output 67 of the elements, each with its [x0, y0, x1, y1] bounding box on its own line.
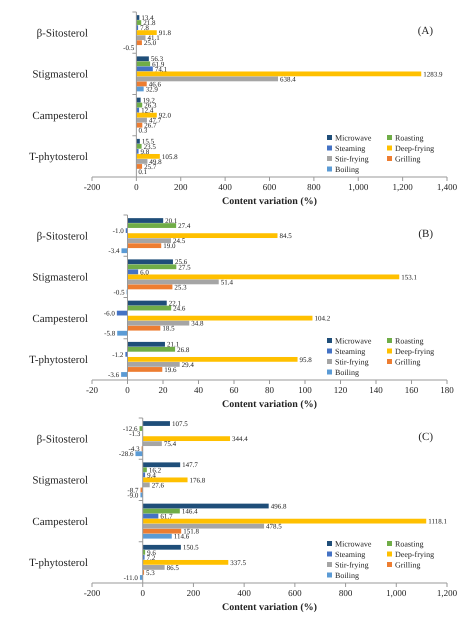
legend-label: Microwave	[335, 539, 372, 548]
y-tick-label: Campesterol	[32, 516, 88, 528]
x-tick-label: 80	[265, 385, 274, 395]
legend-label: Microwave	[335, 133, 372, 142]
x-tick-label: 800	[338, 588, 353, 598]
legend-label: Steaming	[335, 346, 366, 356]
legend-label: Boiling	[335, 164, 360, 174]
legend-label: Boiling	[335, 368, 360, 377]
x-tick-label: 1,000	[348, 182, 369, 192]
x-tick-label: 180	[440, 385, 454, 395]
x-tick-label: 400	[237, 588, 252, 598]
legend-label: Stir-frying	[335, 560, 369, 570]
y-tick-label: Stigmasterol	[32, 474, 88, 487]
text: (C)	[418, 431, 434, 443]
legend-label: Roasting	[395, 539, 424, 548]
legend-label: Steaming	[335, 550, 366, 559]
legend-label: Roasting	[395, 133, 424, 142]
y-tick-label: Campesterol	[32, 110, 88, 122]
x-tick-label: -20	[86, 385, 98, 395]
x-tick-label: 0	[134, 182, 140, 192]
x-tick-label: 160	[404, 385, 419, 395]
x-tick-label: -200	[84, 182, 101, 192]
x-tick-label: 1,000	[386, 588, 407, 598]
x-axis-title: Content variation (%)	[222, 196, 317, 207]
x-tick-label: 1,200	[392, 182, 414, 192]
legend-label: Deep-frying	[395, 550, 434, 559]
legend-label: Steaming	[335, 144, 366, 153]
y-tick-label: T-phytosterol	[29, 557, 88, 570]
x-tick-label: 400	[218, 182, 232, 192]
x-tick-label: 120	[334, 385, 348, 395]
y-tick-label: Stigmasterol	[32, 68, 88, 81]
x-axis-title: Content variation (%)	[222, 399, 317, 410]
legend-label: Grilling	[395, 357, 420, 366]
text: (A)	[418, 25, 434, 37]
y-tick-label: Stigmasterol	[32, 272, 88, 284]
x-tick-label: 1,400	[436, 182, 458, 192]
x-tick-label: 140	[369, 385, 384, 395]
y-tick-label: β-Sitosterol	[36, 27, 88, 40]
legend-label: Roasting	[395, 336, 424, 346]
legend-label: Stir-frying	[335, 154, 369, 164]
x-tick-label: 60	[230, 385, 239, 395]
x-axis-title: Content variation (%)	[222, 602, 317, 613]
x-tick-label: 600	[262, 182, 277, 192]
x-tick-label: 40	[194, 385, 204, 395]
y-tick-label: β-Sitosterol	[36, 230, 88, 242]
text: (B)	[418, 228, 434, 240]
y-tick-label: β-Sitosterol	[36, 433, 88, 446]
x-tick-label: 20	[158, 385, 168, 395]
y-tick-label: Campesterol	[32, 312, 88, 325]
x-tick-label: 200	[186, 588, 201, 598]
y-tick-label: T-phytosterol	[29, 151, 88, 164]
legend-label: Microwave	[335, 336, 372, 346]
x-tick-label: 800	[307, 182, 322, 192]
x-tick-label: 1,200	[436, 588, 458, 598]
legend-label: Deep-frying	[395, 144, 434, 153]
legend-label: Stir-frying	[335, 357, 369, 366]
x-tick-label: -200	[84, 588, 101, 598]
x-tick-label: 0	[140, 588, 146, 598]
x-tick-label: 200	[174, 182, 188, 192]
x-tick-label: 100	[298, 385, 312, 395]
x-tick-label: 600	[288, 588, 302, 598]
legend-label: Boiling	[335, 570, 360, 580]
y-tick-label: T-phytosterol	[29, 354, 88, 366]
legend-label: Deep-frying	[395, 346, 434, 356]
x-tick-label: 0	[125, 385, 130, 395]
legend-label: Grilling	[395, 560, 420, 570]
legend-label: Grilling	[395, 154, 420, 164]
